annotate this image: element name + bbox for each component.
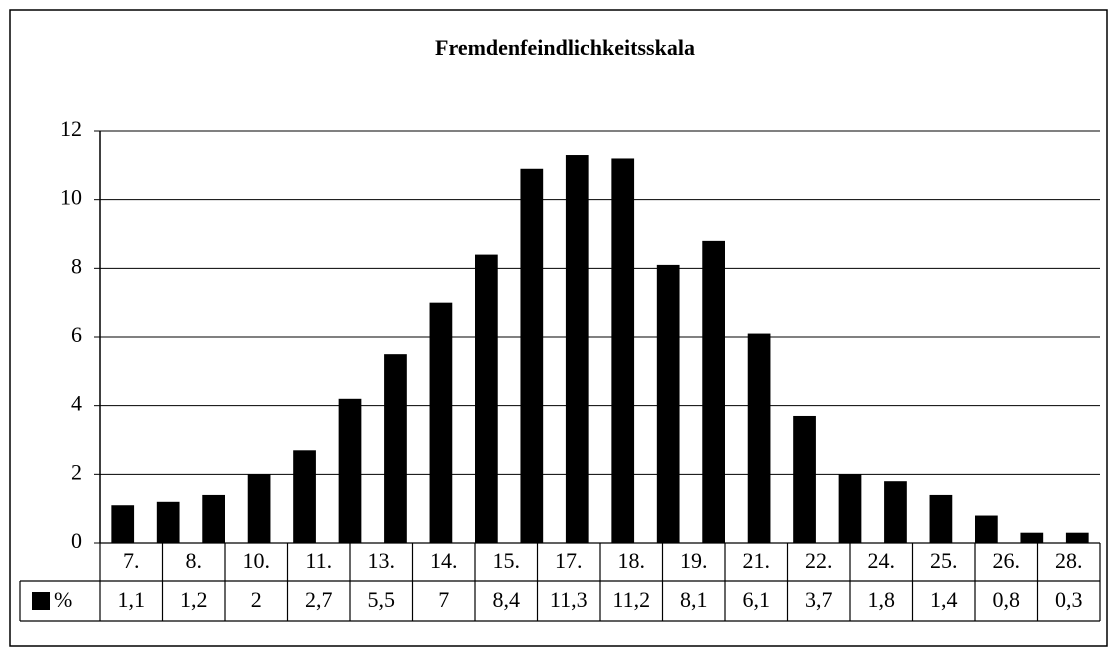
bar: [475, 254, 498, 543]
chart-border: [9, 9, 1108, 647]
data-label: 0,8: [993, 587, 1021, 612]
x-tick-label: 8.: [186, 548, 203, 573]
x-tick-label: 28.: [1055, 548, 1083, 573]
bar: [565, 155, 589, 544]
y-tick-label: 8: [71, 253, 82, 278]
x-tick-label: 10.: [243, 548, 271, 573]
data-label: 11,3: [550, 587, 588, 612]
bar: [793, 415, 816, 543]
bar: [884, 481, 907, 543]
x-tick-label: 14.: [430, 548, 458, 573]
data-label: 2,7: [305, 587, 333, 612]
data-label: 8,1: [680, 587, 708, 612]
bar: [1020, 532, 1044, 543]
x-tick-label: 19.: [680, 548, 708, 573]
data-label: 1,8: [868, 587, 896, 612]
bar: [156, 501, 180, 543]
data-label: 8,4: [493, 587, 521, 612]
bar: [384, 354, 407, 543]
y-tick-label: 12: [60, 116, 82, 141]
y-tick-label: 6: [71, 322, 82, 347]
data-label: 3,7: [805, 587, 833, 612]
data-label: 5,5: [368, 587, 396, 612]
x-tick-label: 11.: [305, 548, 332, 573]
y-tick-label: 2: [71, 459, 82, 484]
bar: [338, 398, 362, 543]
bar: [1065, 532, 1089, 543]
chart-title: Fremdenfeindlichkeitsskala: [435, 35, 695, 60]
legend-swatch: [32, 592, 50, 610]
legend-label: %: [54, 587, 72, 612]
data-label: 11,2: [612, 587, 650, 612]
bar: [247, 474, 271, 543]
bar: [702, 240, 725, 543]
bar: [975, 515, 998, 543]
x-tick-label: 24.: [868, 548, 896, 573]
x-tick-label: 13.: [368, 548, 396, 573]
y-tick-label: 4: [71, 391, 82, 416]
bar: [293, 450, 316, 543]
x-tick-label: 21.: [743, 548, 771, 573]
x-tick-label: 25.: [930, 548, 958, 573]
bar: [747, 333, 771, 543]
x-tick-label: 26.: [993, 548, 1021, 573]
bar: [202, 494, 225, 543]
bar: [429, 302, 453, 543]
y-tick-label: 10: [60, 185, 82, 210]
x-tick-label: 18.: [618, 548, 646, 573]
x-tick-label: 17.: [555, 548, 583, 573]
y-tick-label: 0: [71, 528, 82, 553]
data-label: 1,2: [180, 587, 208, 612]
data-label: 2: [251, 587, 262, 612]
data-label: 0,3: [1055, 587, 1083, 612]
x-tick-label: 15.: [493, 548, 521, 573]
x-tick-label: 7.: [123, 548, 140, 573]
bar: [838, 474, 862, 543]
data-label: 1,1: [118, 587, 146, 612]
bar: [111, 505, 135, 543]
data-label: 1,4: [930, 587, 958, 612]
data-label: 7: [438, 587, 449, 612]
bar: [520, 168, 544, 543]
bar: [611, 158, 635, 543]
x-tick-label: 22.: [805, 548, 833, 573]
bar: [929, 494, 953, 543]
data-label: 6,1: [743, 587, 771, 612]
bar: [656, 264, 680, 543]
